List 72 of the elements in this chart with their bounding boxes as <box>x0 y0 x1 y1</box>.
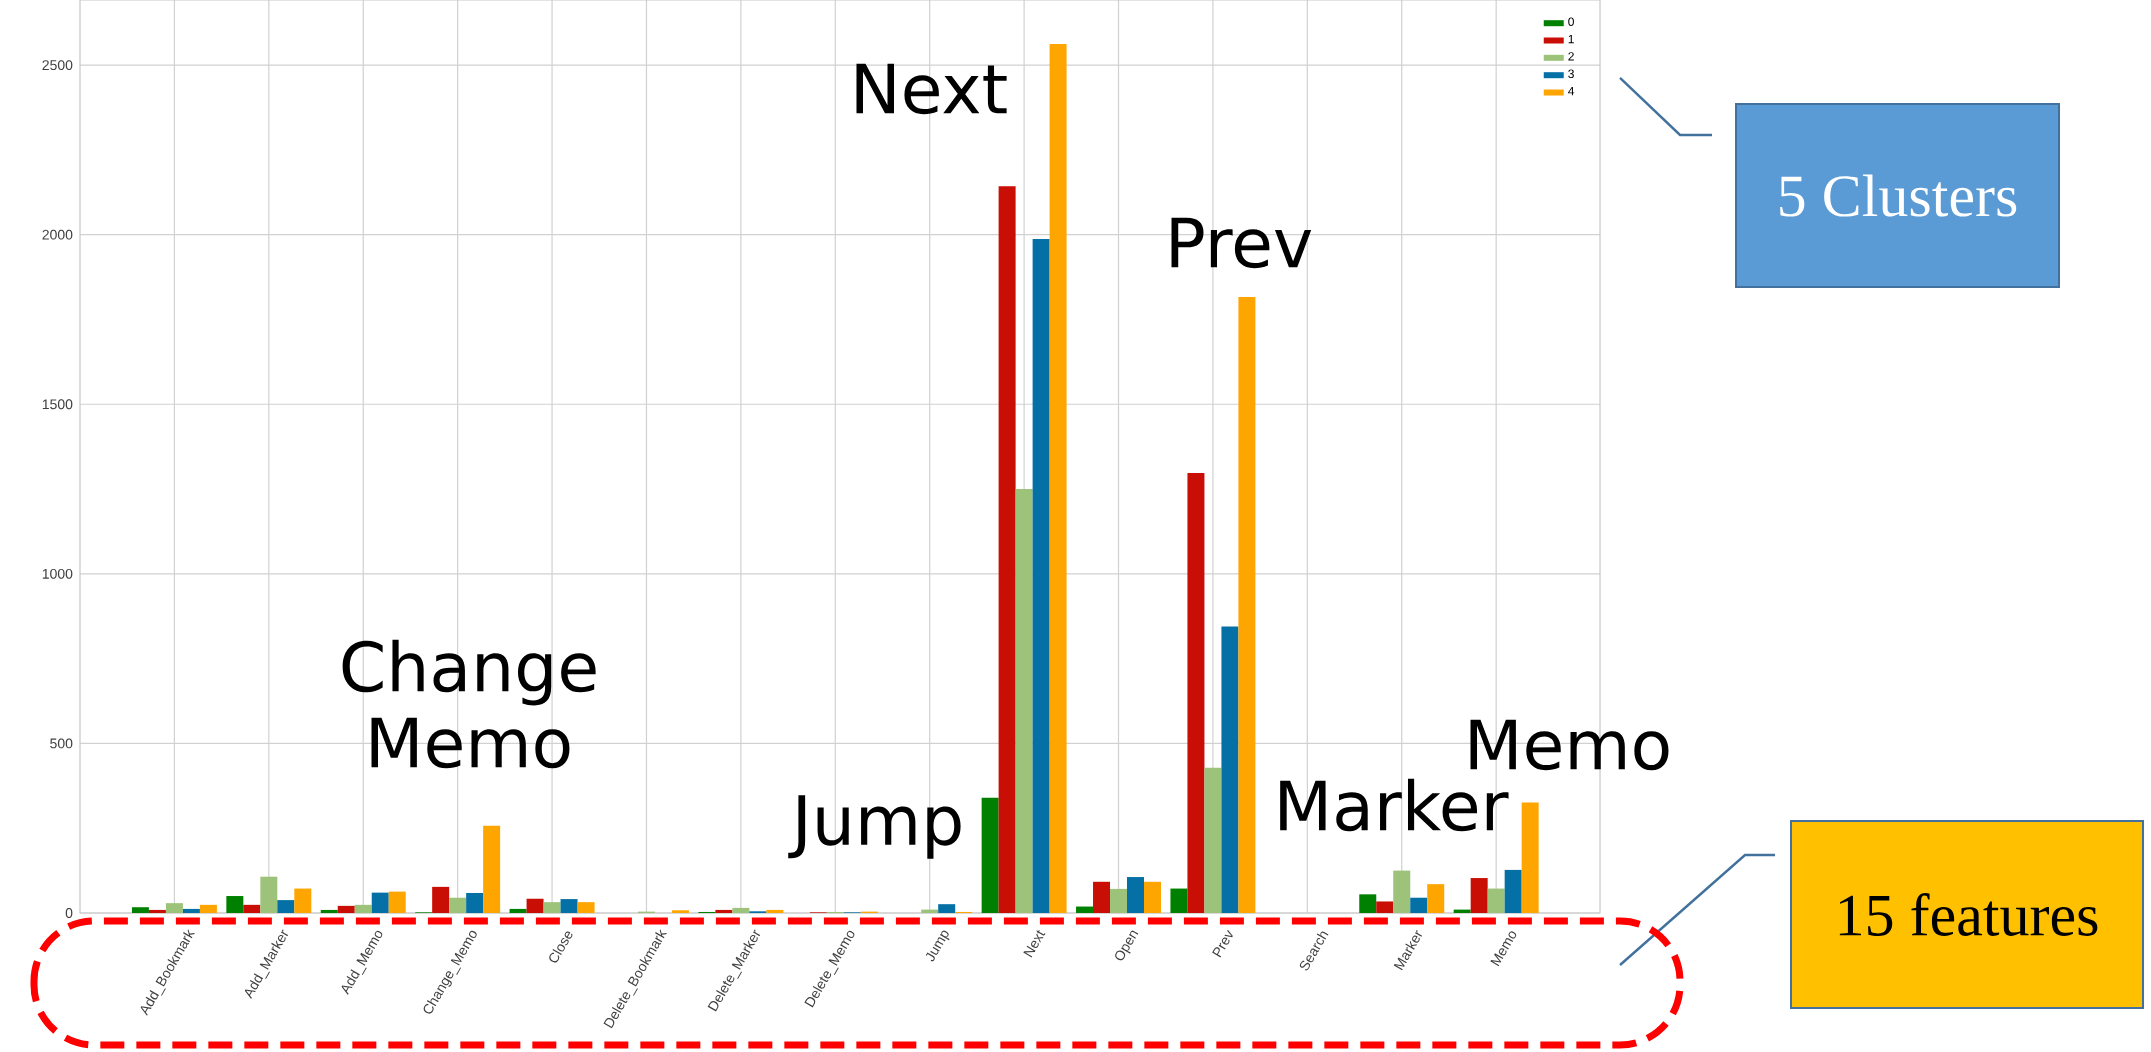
bar <box>1110 888 1128 913</box>
bar <box>1521 802 1539 913</box>
bar <box>998 186 1016 913</box>
bar <box>1470 878 1488 913</box>
bar <box>1427 884 1445 913</box>
legend-label: 4 <box>1568 86 1575 96</box>
bar <box>671 910 689 913</box>
bar <box>182 908 200 913</box>
y-tick-label: 1500 <box>42 399 73 410</box>
bar <box>388 891 406 913</box>
bar <box>1238 297 1256 913</box>
y-tick-label: 2000 <box>42 229 73 240</box>
annotation: Change Memo <box>342 639 596 769</box>
annotation: Jump <box>788 795 961 859</box>
bar <box>938 904 956 913</box>
bar <box>226 896 244 913</box>
bar <box>1221 626 1239 913</box>
bar <box>543 902 561 913</box>
bar <box>371 892 389 913</box>
bar <box>260 876 278 913</box>
legend-label: 0 <box>1568 17 1574 27</box>
bar <box>337 905 355 913</box>
bar <box>277 900 295 913</box>
bar <box>560 899 578 913</box>
bar <box>1049 44 1067 913</box>
annotation: Marker <box>1280 778 1509 832</box>
bar <box>1032 239 1050 913</box>
bar <box>1359 894 1377 913</box>
bar <box>766 909 784 913</box>
bar <box>715 909 733 913</box>
text: 15 features <box>1839 893 2098 936</box>
bar <box>354 904 372 913</box>
bar <box>1393 870 1411 913</box>
bar <box>732 907 750 913</box>
bar <box>1187 473 1205 913</box>
bar <box>1410 897 1428 913</box>
annotation: Memo <box>1470 719 1669 771</box>
bar <box>199 904 217 913</box>
y-tick-label: 0 <box>65 908 73 918</box>
bar <box>1376 901 1394 913</box>
bar <box>1504 869 1522 913</box>
annotation: Next <box>856 63 1007 115</box>
bar <box>1076 906 1094 913</box>
legend-label: 3 <box>1568 69 1574 79</box>
bar <box>483 825 501 913</box>
bar <box>577 902 595 913</box>
bar <box>243 904 261 913</box>
bar <box>320 909 338 913</box>
bar <box>1127 877 1145 913</box>
bar <box>165 903 183 913</box>
text: 5 Clusters <box>1780 174 2017 217</box>
bar <box>148 909 166 913</box>
y-tick-label: 500 <box>50 738 73 749</box>
bar <box>449 897 467 913</box>
bar <box>432 886 450 913</box>
bar <box>1170 888 1188 913</box>
bar <box>1015 489 1033 913</box>
legend-label: 1 <box>1568 34 1574 44</box>
bar <box>1487 888 1505 913</box>
bar <box>981 797 999 913</box>
bar <box>131 907 149 913</box>
legend-label: 2 <box>1568 52 1574 61</box>
bar <box>1093 881 1111 913</box>
annotation: Prev <box>1171 217 1312 269</box>
y-tick-label: 1000 <box>42 568 73 579</box>
bar <box>294 888 312 913</box>
bar <box>509 908 527 913</box>
bar <box>466 892 484 913</box>
bar <box>526 898 544 913</box>
bar <box>1204 767 1222 913</box>
bar <box>1144 881 1161 913</box>
y-tick-label: 2500 <box>42 60 73 71</box>
